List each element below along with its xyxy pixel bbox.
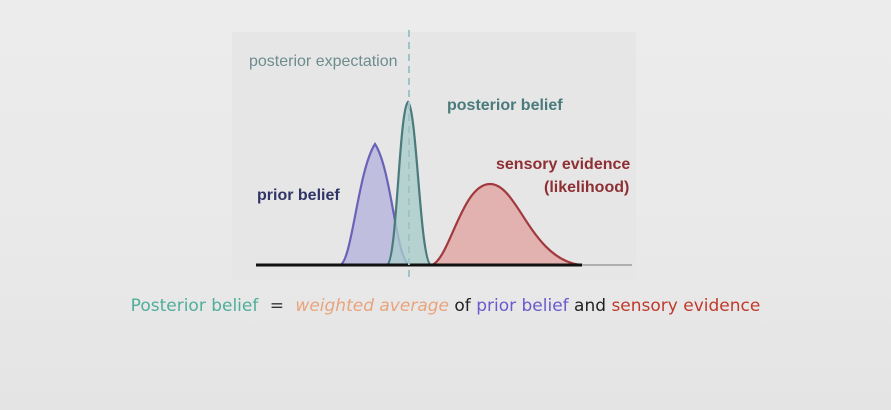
equation-sensory-evidence: sensory evidence [611,296,761,316]
diagram-panel [232,32,636,280]
equation-of: of [454,296,471,316]
equation-caption: Posterior belief = weighted average of p… [0,296,891,316]
equation-equals-sign: = [269,296,285,316]
sensory-evidence-curve [431,182,581,267]
equation-prior-belief: prior belief [476,296,569,316]
likelihood-label: (likelihood) [544,179,629,196]
equation-weighted-average: weighted average [295,296,449,316]
posterior-expectation-label: posterior expectation [249,53,398,70]
equation-posterior-belief: Posterior belief [130,296,259,316]
sensory-evidence-label: sensory evidence [496,156,630,173]
prior-belief-label: prior belief [257,187,340,204]
equation-and: and [574,296,607,316]
posterior-belief-label: posterior belief [447,97,563,114]
